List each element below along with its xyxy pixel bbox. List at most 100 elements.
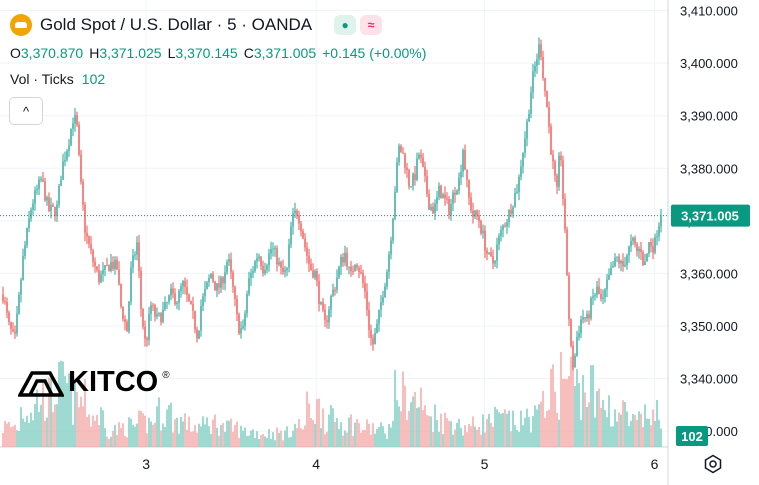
volume-bar (98, 425, 100, 447)
volume-bar (112, 430, 114, 447)
candle-body (436, 197, 438, 205)
volume-bar (592, 365, 594, 447)
chart-settings-icon[interactable] (703, 454, 723, 474)
volume-bar (348, 417, 350, 447)
candle-body (450, 203, 452, 216)
candle-body (96, 266, 98, 271)
candle-body (316, 270, 318, 282)
volume-bar (656, 399, 658, 447)
volume-bar (644, 404, 646, 447)
candle-body (330, 295, 332, 310)
volume-bar (352, 435, 354, 447)
compare-wave-icon[interactable]: ≈ (360, 15, 383, 35)
volume-bar (554, 391, 556, 447)
volume-bar (444, 412, 446, 447)
volume-bar (510, 431, 512, 447)
volume-bar (198, 423, 200, 447)
candle-body (174, 293, 176, 304)
collapse-legend-button[interactable]: ^ (9, 97, 43, 125)
candle-body (616, 256, 618, 258)
candle-body (128, 301, 130, 332)
volume-bar (428, 415, 430, 447)
volume-bar (654, 420, 656, 447)
kitco-wordmark: KITCO (68, 366, 159, 398)
candle-body (224, 272, 226, 284)
candle-body (120, 284, 122, 307)
candle-body (132, 255, 134, 268)
candle-body (182, 281, 184, 287)
candle-body (540, 44, 542, 57)
candle-body (568, 275, 570, 320)
volume-legend: Vol · Ticks 102 (10, 71, 105, 87)
volume-bar (48, 377, 50, 447)
volume-bar (120, 428, 122, 447)
candle-body (230, 259, 232, 273)
volume-bar (400, 411, 402, 447)
volume-bar (502, 412, 504, 447)
candle-body (214, 281, 216, 291)
candle-body (334, 289, 336, 291)
volume-bar (226, 420, 228, 447)
volume-bar (200, 426, 202, 447)
volume-bar (164, 426, 166, 447)
candle-body (614, 257, 616, 266)
candle-body (646, 253, 648, 262)
market-open-dot-icon[interactable]: ● (334, 15, 357, 35)
volume-bar (136, 423, 138, 447)
candle-body (600, 293, 602, 299)
candle-body (206, 282, 208, 290)
volume-bar (528, 417, 530, 447)
volume-bar (496, 409, 498, 447)
volume-bar (232, 431, 234, 447)
volume-bar (448, 420, 450, 447)
volume-bar (264, 436, 266, 447)
low-value: 3,370.145 (175, 45, 238, 61)
close-label: C (243, 45, 254, 61)
volume-bar (150, 421, 152, 447)
candle-body (220, 277, 222, 288)
candle-body (634, 237, 636, 245)
volume-bar (538, 404, 540, 447)
candle-body (296, 210, 298, 216)
candle-body (30, 209, 32, 219)
candle-body (642, 252, 644, 265)
candle-body (150, 305, 152, 314)
volume-bar (70, 382, 72, 447)
candle-body (46, 197, 48, 201)
volume-bar (360, 432, 362, 447)
volume-bar (638, 411, 640, 447)
volume-bar (88, 414, 90, 447)
volume-bar (570, 356, 572, 447)
volume-bar (188, 416, 190, 447)
candle-body (18, 294, 20, 314)
candle-body (152, 305, 154, 307)
candle-body (588, 314, 590, 319)
candle-body (428, 194, 430, 210)
volume-bar (380, 422, 382, 447)
change-value: +0.145 (+0.00%) (322, 45, 427, 61)
candle-body (610, 267, 612, 276)
volume-bar (292, 430, 294, 447)
candle-body (530, 92, 532, 114)
volume-bar (454, 429, 456, 447)
y-tick-label: 3,390.000 (680, 109, 738, 124)
candle-body (584, 317, 586, 319)
candle-body (524, 138, 526, 153)
volume-bar (228, 420, 230, 447)
candle-body (578, 333, 580, 338)
candle-body (16, 313, 18, 334)
candle-body (192, 304, 194, 311)
candle-body (74, 115, 76, 124)
volume-bar (332, 408, 334, 447)
candle-body (322, 301, 324, 310)
volume-bar (358, 423, 360, 447)
volume-bar (298, 419, 300, 447)
candle-body (270, 249, 272, 254)
candle-body (480, 221, 482, 234)
volume-bar (368, 423, 370, 447)
volume-bar (366, 419, 368, 447)
candle-body (144, 326, 146, 339)
volume-bar (640, 413, 642, 447)
volume-bar (354, 422, 356, 447)
